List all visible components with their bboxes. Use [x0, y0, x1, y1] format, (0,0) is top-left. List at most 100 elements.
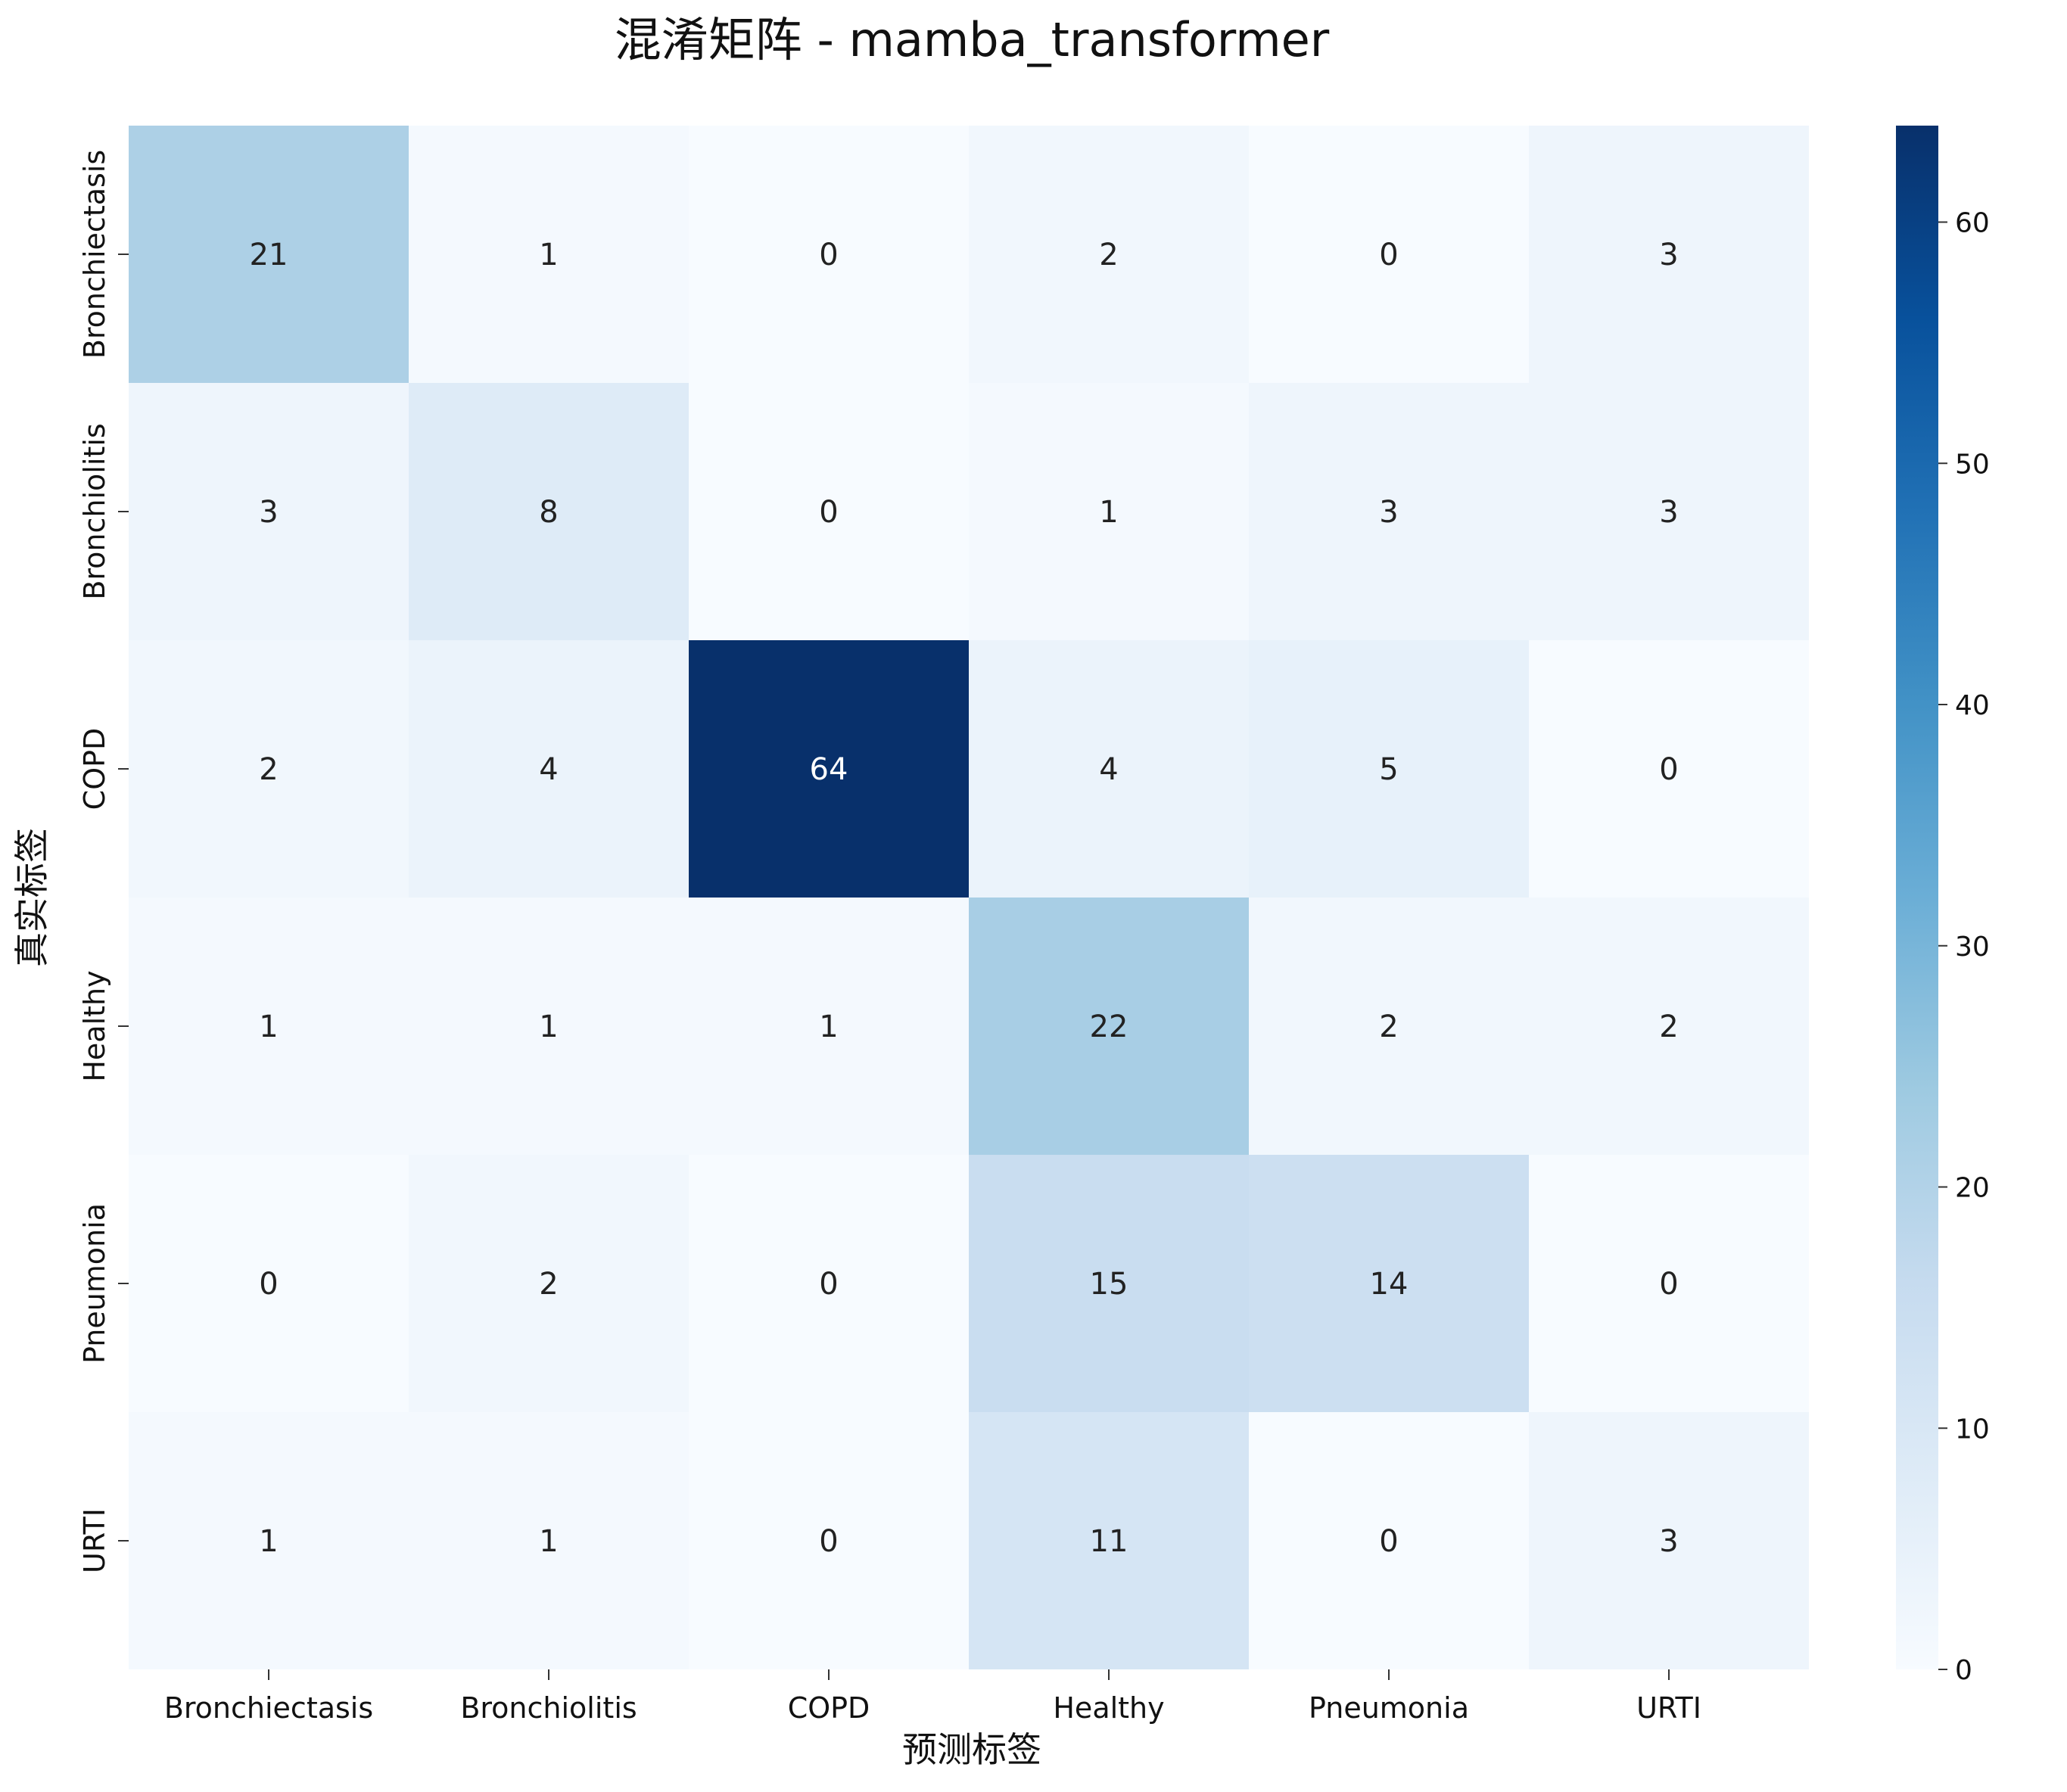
colorbar-tick-label: 60 — [1955, 208, 1990, 239]
heatmap-cell — [1529, 126, 1809, 383]
heatmap-cell — [969, 640, 1249, 898]
heatmap-cell — [1249, 898, 1529, 1155]
y-axis-tick-label: Healthy — [78, 970, 111, 1081]
cell-value-label: 4 — [1099, 752, 1118, 787]
x-axis-tick-label: Bronchiolitis — [460, 1691, 637, 1725]
cell-value-label: 14 — [1370, 1267, 1409, 1302]
colorbar-tick-label: 10 — [1955, 1414, 1990, 1445]
y-axis-tick-label: Bronchiolitis — [78, 423, 111, 599]
heatmap-cell — [689, 1155, 969, 1412]
colorbar-tick-label: 0 — [1955, 1655, 1972, 1686]
heatmap-cell — [129, 1412, 409, 1669]
cell-value-label: 0 — [1659, 752, 1678, 787]
cell-value-label: 2 — [539, 1267, 558, 1302]
heatmap-cell — [129, 126, 409, 383]
cell-value-label: 3 — [1659, 495, 1678, 530]
heatmap-cell — [409, 1155, 689, 1412]
cell-value-label: 3 — [259, 495, 278, 530]
heatmap-cell-labels: 21 1 0 2 0 33 8 0 1 3 32 4 64 4 5 01 1 1 22 2 20 2 0 15 14 01 1 0 11… — [250, 238, 1679, 1559]
heatmap-cell — [689, 126, 969, 383]
heatmap-cell — [409, 383, 689, 640]
heatmap-cell — [409, 898, 689, 1155]
colorbar-tick-label: 30 — [1955, 932, 1990, 963]
cell-value-label: 1 — [539, 1524, 558, 1559]
heatmap-cell — [409, 640, 689, 898]
cell-value-label: 5 — [1379, 752, 1398, 787]
y-axis-tick-label: Pneumonia — [78, 1203, 111, 1364]
chart-title: 混淆矩阵 - mamba_transformer — [615, 12, 1330, 67]
heatmap-cell — [1529, 1412, 1809, 1669]
cell-value-label: 0 — [1659, 1267, 1678, 1302]
cell-value-label: 3 — [1659, 238, 1678, 272]
cell-value-label: 11 — [1090, 1524, 1128, 1559]
cell-value-label: 0 — [259, 1267, 278, 1302]
cell-value-label: 1 — [259, 1010, 278, 1044]
cell-value-label: 0 — [819, 238, 838, 272]
heatmap-cell — [969, 126, 1249, 383]
heatmap-cell — [969, 1155, 1249, 1412]
cell-value-label: 2 — [1659, 1010, 1678, 1044]
colorbar-tick-label: 50 — [1955, 449, 1990, 480]
cell-value-label: 15 — [1090, 1267, 1128, 1302]
heatmap-cell — [1249, 640, 1529, 898]
cell-value-label: 64 — [810, 752, 848, 787]
x-axis-tick-label: URTI — [1636, 1691, 1701, 1725]
cell-value-label: 2 — [1379, 1010, 1398, 1044]
cell-value-label: 0 — [819, 495, 838, 530]
colorbar-gradient — [1896, 126, 1938, 1669]
cell-value-label: 1 — [1099, 495, 1118, 530]
x-axis-tick-label: Pneumonia — [1309, 1691, 1469, 1725]
x-axis-tick-label: Bronchiectasis — [164, 1691, 373, 1725]
cell-value-label: 0 — [819, 1267, 838, 1302]
cell-value-label: 2 — [1099, 238, 1118, 272]
heatmap-cell — [969, 383, 1249, 640]
heatmap-cells — [129, 126, 1809, 1669]
x-axis: Bronchiectasis Bronchiolitis COPD Healthy Pn… — [164, 1669, 1701, 1725]
cell-value-label: 1 — [259, 1524, 278, 1559]
cell-value-label: 3 — [1379, 495, 1398, 530]
y-axis-label: 真实标签 — [11, 828, 52, 967]
heatmap-cell — [409, 1412, 689, 1669]
heatmap-cell — [129, 383, 409, 640]
heatmap-cell — [1249, 126, 1529, 383]
heatmap-cell — [1529, 640, 1809, 898]
x-axis-tick-label: Healthy — [1053, 1691, 1164, 1725]
heatmap-cell — [689, 1412, 969, 1669]
colorbar-tick-label: 20 — [1955, 1173, 1990, 1204]
cell-value-label: 8 — [539, 495, 558, 530]
heatmap-cell — [1249, 1155, 1529, 1412]
heatmap-cell — [689, 640, 969, 898]
heatmap-cell — [1529, 898, 1809, 1155]
y-axis-tick-label: Bronchiectasis — [78, 150, 111, 359]
cell-value-label: 21 — [250, 238, 288, 272]
heatmap-cell — [1529, 383, 1809, 640]
heatmap-cell — [1249, 1412, 1529, 1669]
x-axis-label: 预测标签 — [902, 1729, 1041, 1770]
heatmap-cell — [969, 898, 1249, 1155]
cell-value-label: 1 — [819, 1010, 838, 1044]
cell-value-label: 0 — [1379, 238, 1398, 272]
cell-value-label: 2 — [259, 752, 278, 787]
cell-value-label: 0 — [819, 1524, 838, 1559]
colorbar: 0 10 20 30 40 50 60 — [1896, 126, 1990, 1686]
x-axis-tick-label: COPD — [788, 1691, 870, 1725]
y-axis-tick-label: COPD — [78, 728, 111, 810]
cell-value-label: 1 — [539, 238, 558, 272]
heatmap-cell — [969, 1412, 1249, 1669]
colorbar-tick-label: 40 — [1955, 690, 1990, 721]
heatmap-cell — [409, 126, 689, 383]
heatmap-cell — [1529, 1155, 1809, 1412]
cell-value-label: 22 — [1090, 1010, 1128, 1044]
heatmap-cell — [689, 383, 969, 640]
cell-value-label: 3 — [1659, 1524, 1678, 1559]
cell-value-label: 0 — [1379, 1524, 1398, 1559]
y-axis-tick-label: URTI — [78, 1508, 111, 1573]
heatmap-cell — [689, 898, 969, 1155]
heatmap-cell — [129, 640, 409, 898]
y-axis: Bronchiectasis Bronchiolitis COPD Healthy Pn… — [78, 150, 129, 1573]
heatmap-cell — [129, 1155, 409, 1412]
cell-value-label: 4 — [539, 752, 558, 787]
heatmap-cell — [1249, 383, 1529, 640]
cell-value-label: 1 — [539, 1010, 558, 1044]
